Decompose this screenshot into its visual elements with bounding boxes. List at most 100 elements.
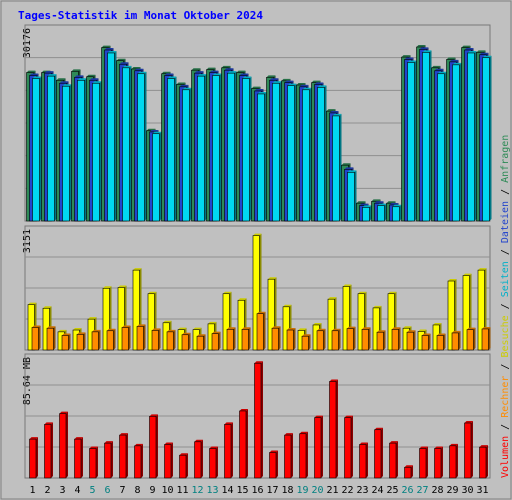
- bar-seiten-day-16: [257, 93, 265, 222]
- bar-dateien-day-23-top: [359, 203, 369, 206]
- bar-rechner-day-9: [151, 330, 159, 351]
- bar-volumen-day-22-side: [351, 415, 353, 478]
- bar-anfragen-day-30-top: [461, 45, 471, 48]
- legend: Volumen / Rechner / Besuche / Seiten / D…: [500, 135, 511, 478]
- bar-besuche-day-17-top: [268, 277, 277, 280]
- bar-besuche-day-20-top: [313, 322, 322, 325]
- bar-rechner-day-8-side: [143, 324, 146, 350]
- bar-besuche-day-15-top: [238, 298, 247, 301]
- bar-volumen-day-30-top: [464, 421, 473, 424]
- bar-volumen-day-11-side: [186, 453, 188, 478]
- bar-rechner-day-12: [196, 335, 204, 351]
- bar-volumen-day-29: [449, 445, 457, 479]
- bar-anfragen-day-15-top: [236, 70, 246, 73]
- bar-rechner-day-18-side: [293, 328, 296, 350]
- bar-besuche-day-31: [477, 269, 485, 351]
- bar-volumen-day-3-side: [66, 411, 68, 478]
- bar-rechner-day-13: [211, 333, 219, 351]
- bar-volumen-day-4-top: [74, 437, 83, 440]
- bar-rechner-day-26-top: [407, 330, 416, 333]
- bar-besuche-day-22: [342, 286, 350, 351]
- bar-seiten-day-26-top: [407, 60, 417, 63]
- chart-panels: [24, 24, 492, 479]
- bar-rechner-day-1: [31, 327, 39, 351]
- bar-anfragen-day-5-top: [86, 74, 96, 77]
- bar-volumen-day-21: [329, 381, 337, 479]
- bar-seiten-day-7: [122, 67, 130, 222]
- bar-volumen-day-23: [359, 444, 367, 479]
- bar-seiten-day-30: [467, 52, 475, 222]
- bar-rechner-day-4-top: [77, 332, 86, 335]
- bar-anfragen-day-22-top: [341, 163, 351, 166]
- legend-anfragen: Anfragen: [500, 135, 511, 183]
- x-label-day-22: 22: [341, 485, 353, 496]
- bar-volumen-day-13: [209, 448, 217, 479]
- x-label-day-2: 2: [44, 485, 50, 496]
- bar-volumen-day-1: [29, 438, 37, 479]
- bar-seiten-day-27: [422, 52, 430, 222]
- bar-rechner-day-21-top: [332, 328, 341, 331]
- bar-volumen-day-27: [419, 448, 427, 479]
- bar-rechner-day-25-top: [392, 327, 401, 330]
- bar-volumen-day-13-side: [216, 446, 218, 478]
- bar-rechner-day-17: [271, 327, 279, 351]
- bar-rechner-day-9-side: [158, 328, 161, 350]
- bar-besuche-day-29-top: [448, 279, 457, 282]
- bar-volumen-day-15: [239, 410, 247, 479]
- bar-rechner-day-6-side: [113, 328, 116, 350]
- bar-rechner-day-20: [316, 330, 324, 351]
- bar-besuche-day-15: [237, 299, 245, 351]
- bar-rechner-day-22: [346, 328, 354, 351]
- bar-seiten-day-24-top: [377, 203, 387, 206]
- bar-seiten-day-4: [77, 79, 85, 222]
- bar-rechner-day-29: [451, 332, 459, 351]
- bar-rechner-day-14-top: [227, 327, 236, 330]
- chart-title: Tages-Statistik im Monat Oktober 2024: [18, 9, 263, 22]
- bar-rechner-day-23: [361, 329, 369, 351]
- bar-volumen-day-17-side: [276, 450, 278, 478]
- bar-rechner-day-23-side: [368, 327, 371, 350]
- bar-seiten-day-9-top: [152, 131, 162, 134]
- bar-anfragen-day-19-top: [296, 83, 306, 86]
- bar-besuche-day-27-top: [418, 329, 427, 332]
- bar-rechner-day-13-side: [218, 331, 221, 350]
- bar-besuche-day-7: [117, 287, 125, 351]
- legend-separator: /: [500, 297, 511, 309]
- bar-besuche-day-13-top: [208, 321, 217, 324]
- bar-seiten-day-22-top: [347, 170, 357, 173]
- bar-besuche-day-19-top: [298, 328, 307, 331]
- bar-volumen-day-20-top: [314, 415, 323, 418]
- bar-volumen-day-19: [299, 433, 307, 479]
- bar-besuche-day-16-top: [253, 233, 262, 236]
- bar-besuche-day-6: [102, 287, 110, 351]
- bar-volumen-day-24-top: [374, 427, 383, 430]
- bar-anfragen-day-11-top: [176, 82, 186, 85]
- bar-volumen-day-2: [44, 424, 52, 479]
- bar-seiten-day-31-side: [489, 55, 492, 221]
- bar-anfragen-day-8-top: [131, 67, 141, 69]
- x-label-day-24: 24: [371, 485, 383, 496]
- bar-rechner-day-31-top: [482, 326, 491, 329]
- x-label-day-27: 27: [416, 485, 428, 496]
- bar-dateien-day-17-top: [269, 78, 279, 81]
- bar-volumen-day-15-top: [239, 408, 248, 411]
- bar-anfragen-day-10-top: [161, 71, 171, 74]
- bar-anfragen-day-3-top: [56, 78, 66, 81]
- bar-dateien-day-11-top: [179, 84, 189, 87]
- bar-rechner-day-3-side: [68, 333, 71, 350]
- bar-rechner-day-7-side: [128, 325, 131, 350]
- bar-seiten-day-31-top: [482, 55, 492, 58]
- bar-rechner-day-14-side: [233, 327, 236, 350]
- bar-seiten-day-24-side: [384, 203, 387, 221]
- x-label-day-13: 13: [206, 485, 218, 496]
- bar-seiten-day-2: [47, 75, 55, 222]
- bar-volumen-day-10: [164, 444, 172, 479]
- bar-volumen-day-10-side: [171, 442, 173, 478]
- bar-rechner-day-16-side: [263, 311, 266, 350]
- bar-rechner-day-7-top: [122, 325, 131, 328]
- bar-seiten-day-12: [197, 75, 205, 222]
- bar-seiten-day-14-top: [227, 71, 237, 74]
- bar-besuche-day-31-top: [478, 268, 487, 271]
- bar-rechner-day-3: [61, 335, 69, 351]
- bar-seiten-day-25-top: [392, 204, 402, 207]
